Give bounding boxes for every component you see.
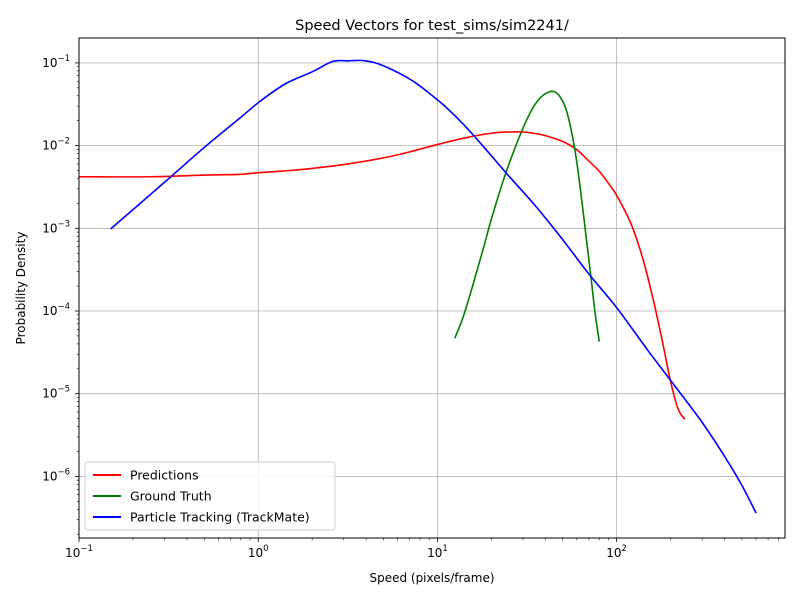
y-tick-label: 10−3 bbox=[42, 219, 70, 235]
series-line-particle-tracking-trackmate bbox=[110, 59, 757, 514]
x-tick-label: 101 bbox=[427, 544, 448, 560]
x-axis-label: Speed (pixels/frame) bbox=[369, 571, 494, 585]
y-axis-label: Probability Density bbox=[14, 232, 28, 345]
y-tick-label: 10−2 bbox=[42, 137, 70, 153]
x-tick-label: 10−1 bbox=[65, 544, 93, 560]
legend-box bbox=[84, 461, 336, 531]
plot-frame bbox=[78, 37, 786, 539]
legend-entry-predictions: Predictions bbox=[130, 468, 199, 483]
x-tick-label: 102 bbox=[606, 544, 627, 560]
legend-entry-ground-truth: Ground Truth bbox=[130, 489, 212, 504]
chart-title: Speed Vectors for test_sims/sim2241/ bbox=[295, 18, 569, 34]
y-tick-label: 10−6 bbox=[42, 467, 70, 483]
legend-entry-particle-tracking: Particle Tracking (TrackMate) bbox=[130, 510, 310, 525]
x-tick-label: 100 bbox=[248, 544, 269, 560]
y-tick-label: 10−1 bbox=[42, 54, 70, 70]
y-tick-label: 10−4 bbox=[42, 302, 70, 318]
y-tick-label: 10−5 bbox=[42, 385, 70, 401]
series-lines bbox=[78, 59, 757, 514]
series-line-ground-truth bbox=[454, 90, 601, 342]
axis-ticks: 10−1 100 101 102 10−6 10−5 10−4 10−3 10−2 10−1 bbox=[42, 54, 779, 560]
series-line-predictions bbox=[78, 131, 686, 420]
legend: Predictions Ground Truth Particle Tracki… bbox=[84, 461, 336, 531]
